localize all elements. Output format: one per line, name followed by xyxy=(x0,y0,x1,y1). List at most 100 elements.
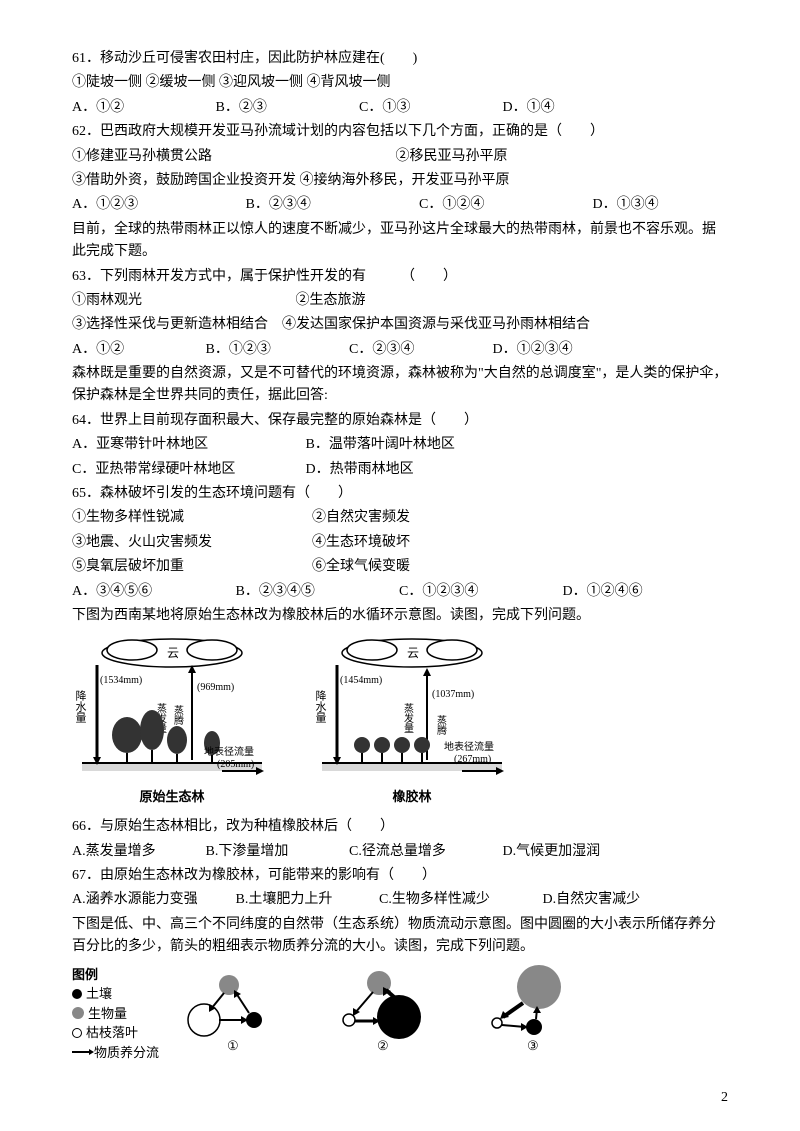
q66-B: B.下渗量增加 xyxy=(206,841,346,863)
q65-r3: ⑤臭氧层破坏加重⑥全球气候变暖 xyxy=(72,556,728,578)
legend-flow: 物质养分流 xyxy=(72,1043,159,1063)
dot-icon xyxy=(72,989,82,999)
q62-i3: ③借助外资，鼓励跨国企业投资开发 ④接纳海外移民，开发亚马孙平原 xyxy=(72,170,728,192)
q63-C: C．②③④ xyxy=(349,339,489,361)
legend-soil: 土壤 xyxy=(72,984,159,1004)
q66-D: D.气候更加湿润 xyxy=(503,841,601,863)
figure-right: 云 降水量 (1454mm) (1037mm) 蒸发量 蒸腾 地表径流量 (26… xyxy=(312,635,512,808)
q65-r1: ①生物多样性锐减②自然灾害频发 xyxy=(72,507,728,529)
q61-B: B．②③ xyxy=(216,97,356,119)
figure-left: 云 降水量 (1534mm) (969mm) 蒸发量 蒸腾 地表径流量 (205… xyxy=(72,635,272,808)
q65-A: A．③④⑤⑥ xyxy=(72,581,232,603)
precip-val-r: (1454mm) xyxy=(340,675,382,686)
q64-C: C．亚热带常绿硬叶林地区 xyxy=(72,459,302,481)
evap-val-l: (969mm) xyxy=(197,682,234,693)
q63-stem: 63．下列雨林开发方式中，属于保护性开发的有 （ ） xyxy=(72,266,728,288)
nutrient-diagram: 图例 土壤 生物量 枯枝落叶 物质养分流 ① ② xyxy=(72,965,728,1063)
legend-title: 图例 xyxy=(72,965,159,985)
fig-left-label: 原始生态林 xyxy=(139,787,204,808)
q67-choices: A.涵养水源能力变强 B.土壤肥力上升 C.生物多样性减少 D.自然灾害减少 xyxy=(72,889,728,911)
q63-i2: ②生态旅游 xyxy=(296,293,366,308)
q63-A: A．①② xyxy=(72,339,202,361)
passage1: 目前，全球的热带雨林正以惊人的速度不断减少，亚马孙这片全球最大的热带雨林，前景也… xyxy=(72,219,728,264)
q63-row1: ①雨林观光 ②生态旅游 xyxy=(72,290,728,312)
q62-C: C．①②④ xyxy=(419,194,589,216)
q65-stem: 65．森林破坏引发的生态环境问题有（ ） xyxy=(72,483,728,505)
q64-row2: C．亚热带常绿硬叶林地区 D．热带雨林地区 xyxy=(72,459,728,481)
q67-A: A.涵养水源能力变强 xyxy=(72,889,232,911)
legend: 图例 土壤 生物量 枯枝落叶 物质养分流 xyxy=(72,965,159,1063)
arrow-icon xyxy=(72,1051,90,1053)
d2-label: ② xyxy=(377,1038,389,1053)
q62-i1: ①修建亚马孙横贯公路 xyxy=(72,146,392,168)
q63-B: B．①②③ xyxy=(206,339,346,361)
precip-val-l: (1534mm) xyxy=(100,675,142,686)
q67-B: B.土壤肥力上升 xyxy=(236,889,376,911)
trans-label-r: 蒸腾 xyxy=(435,715,447,736)
runoff-label-r: 地表径流量 xyxy=(444,740,494,753)
q65-i4: ④生态环境破坏 xyxy=(312,535,410,550)
q67-stem: 67．由原始生态林改为橡胶林，可能带来的影响有（ ） xyxy=(72,865,728,887)
d3-label: ③ xyxy=(527,1038,539,1053)
page-number: 2 xyxy=(721,1087,728,1109)
q64-D: D．热带雨林地区 xyxy=(306,462,414,477)
q62-D: D．①③④ xyxy=(593,194,659,216)
q63-i3: ③选择性采伐与更新造林相结合 ④发达国家保护本国资源与采伐亚马孙雨林相结合 xyxy=(72,314,728,336)
legend-biomass: 生物量 xyxy=(72,1004,159,1024)
q65-i6: ⑥全球气候变暖 xyxy=(312,559,410,574)
q61-choices: A．①② B．②③ C．①③ D．①④ xyxy=(72,97,728,119)
cloud-text: 云 xyxy=(167,646,179,660)
q65-i3: ③地震、火山灾害频发 xyxy=(72,532,312,554)
q65-i5: ⑤臭氧层破坏加重 xyxy=(72,556,312,578)
rubber-forest-svg: 云 降水量 (1454mm) (1037mm) 蒸发量 蒸腾 地表径流量 (26… xyxy=(312,635,512,785)
forest-original-svg: 云 降水量 (1534mm) (969mm) 蒸发量 蒸腾 地表径流量 (205… xyxy=(72,635,272,785)
passage4: 下图是低、中、高三个不同纬度的自然带（生态系统）物质流动示意图。图中圆圈的大小表… xyxy=(72,914,728,959)
q62-choices: A．①②③ B．②③④ C．①②④ D．①③④ xyxy=(72,194,728,216)
q65-i1: ①生物多样性锐减 xyxy=(72,507,312,529)
cloud-text-r: 云 xyxy=(407,646,419,660)
q64-A: A．亚寒带针叶林地区 xyxy=(72,434,302,456)
d1-label: ① xyxy=(227,1038,239,1053)
precip-label-r: 降水量 xyxy=(314,689,327,723)
q62-B: B．②③④ xyxy=(246,194,416,216)
q61-stem: 61．移动沙丘可侵害农田村庄，因此防护林应建在( ) xyxy=(72,48,728,70)
q63-choices: A．①② B．①②③ C．②③④ D．①②③④ xyxy=(72,339,728,361)
nutrient-svg: ① ② ③ xyxy=(179,965,599,1055)
legend-litter-text: 枯枝落叶 xyxy=(86,1023,138,1043)
passage2: 森林既是重要的自然资源，又是不可替代的环境资源，森林被称为"大自然的总调度室"，… xyxy=(72,363,728,408)
evap-label-r: 蒸发量 xyxy=(402,703,414,733)
q65-B: B．②③④⑤ xyxy=(236,581,396,603)
runoff-label-l: 地表径流量 xyxy=(204,745,254,758)
runoff-val-r: (267mm) xyxy=(454,754,491,765)
q65-D: D．①②④⑥ xyxy=(563,581,643,603)
q62-A: A．①②③ xyxy=(72,194,242,216)
precip-label-l: 降水量 xyxy=(74,689,87,723)
passage3: 下图为西南某地将原始生态林改为橡胶林后的水循环示意图。读图，完成下列问题。 xyxy=(72,605,728,627)
q61-C: C．①③ xyxy=(359,97,499,119)
q66-C: C.径流总量增多 xyxy=(349,841,499,863)
q63-D: D．①②③④ xyxy=(493,339,573,361)
q66-stem: 66．与原始生态林相比，改为种植橡胶林后（ ） xyxy=(72,816,728,838)
q61-D: D．①④ xyxy=(503,97,555,119)
legend-soil-text: 土壤 xyxy=(86,984,112,1004)
q65-r2: ③地震、火山灾害频发④生态环境破坏 xyxy=(72,532,728,554)
q67-D: D.自然灾害减少 xyxy=(543,889,641,911)
legend-litter: 枯枝落叶 xyxy=(72,1023,159,1043)
q66-choices: A.蒸发量增多 B.下渗量增加 C.径流总量增多 D.气候更加湿润 xyxy=(72,841,728,863)
white-circle-icon xyxy=(72,1028,82,1038)
trans-label-l: 蒸腾 xyxy=(172,705,184,726)
evap-val-r: (1037mm) xyxy=(432,689,474,700)
q64-row1: A．亚寒带针叶林地区 B．温带落叶阔叶林地区 xyxy=(72,434,728,456)
fig-right-label: 橡胶林 xyxy=(392,787,431,808)
q66-A: A.蒸发量增多 xyxy=(72,841,202,863)
runoff-val-l: (205mm) xyxy=(217,759,254,770)
q62-row1: ①修建亚马孙横贯公路 ②移民亚马孙平原 xyxy=(72,146,728,168)
q63-i1: ①雨林观光 xyxy=(72,290,292,312)
q65-choices: A．③④⑤⑥ B．②③④⑤ C．①②③④ D．①②④⑥ xyxy=(72,581,728,603)
q62-stem: 62．巴西政府大规模开发亚马孙流域计划的内容包括以下几个方面，正确的是（ ） xyxy=(72,121,728,143)
legend-biomass-text: 生物量 xyxy=(88,1004,127,1024)
q65-C: C．①②③④ xyxy=(399,581,559,603)
q64-B: B．温带落叶阔叶林地区 xyxy=(306,437,455,452)
q61-items: ①陡坡一侧 ②缓坡一侧 ③迎风坡一侧 ④背风坡一侧 xyxy=(72,72,728,94)
q62-i2: ②移民亚马孙平原 xyxy=(396,149,508,164)
